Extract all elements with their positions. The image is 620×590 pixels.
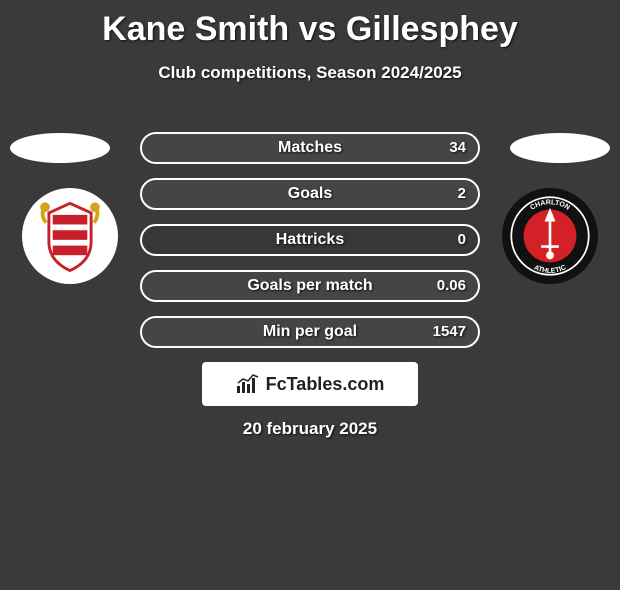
stats-container: Matches34 Goals2 Hattricks0 Goals per match… [140, 132, 480, 362]
stat-row: Goals2 [140, 178, 480, 210]
stevenage-crest-icon [22, 188, 118, 284]
flag-right [510, 133, 610, 163]
stat-row: Min per goal1547 [140, 316, 480, 348]
brand-box[interactable]: FcTables.com [202, 362, 418, 406]
stat-label: Hattricks [142, 226, 478, 254]
stat-label: Min per goal [142, 318, 478, 346]
stat-right-value: 0.06 [437, 272, 466, 300]
stat-right-value: 1547 [433, 318, 466, 346]
stat-right-value: 34 [449, 134, 466, 162]
stat-right-value: 0 [458, 226, 466, 254]
stat-right-value: 2 [458, 180, 466, 208]
stat-label: Matches [142, 134, 478, 162]
flag-left [10, 133, 110, 163]
stat-row: Goals per match0.06 [140, 270, 480, 302]
page-subtitle: Club competitions, Season 2024/2025 [0, 63, 620, 83]
club-badge-right: CHARLTON ATHLETIC [502, 188, 598, 284]
chart-icon [236, 374, 260, 394]
brand-text: FcTables.com [266, 374, 385, 395]
club-badge-left [22, 188, 118, 284]
stat-label: Goals [142, 180, 478, 208]
stat-label: Goals per match [142, 272, 478, 300]
stat-row: Hattricks0 [140, 224, 480, 256]
charlton-crest-icon: CHARLTON ATHLETIC [506, 192, 594, 280]
date-text: 20 february 2025 [0, 419, 620, 439]
page-title: Kane Smith vs Gillesphey [0, 10, 620, 49]
stat-row: Matches34 [140, 132, 480, 164]
